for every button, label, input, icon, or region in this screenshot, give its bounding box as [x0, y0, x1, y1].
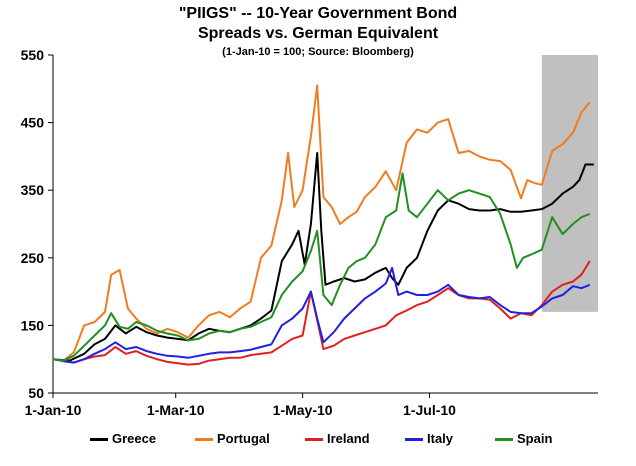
x-tick-label: 1-Jan-10 [25, 402, 82, 418]
legend-label: Ireland [327, 431, 370, 446]
legend-swatch [305, 438, 323, 442]
legend-label: Greece [112, 431, 157, 446]
x-tick-label: 1-Mar-10 [147, 402, 205, 418]
y-tick-label: 50 [28, 385, 44, 401]
legend-swatch [495, 438, 513, 442]
chart-legend: Greece Portugal Ireland Italy Spain [90, 431, 610, 449]
legend-swatch [90, 438, 108, 442]
chart-note: (1-Jan-10 = 100; Source: Bloomberg) [222, 46, 414, 58]
y-tick-label: 550 [21, 47, 45, 63]
chart-title: "PIIGS" -- 10-Year Government Bond [178, 5, 458, 22]
legend-label: Italy [427, 431, 454, 446]
legend-item-ireland: Ireland [305, 431, 370, 449]
y-tick-label: 350 [21, 182, 45, 198]
legend-item-portugal: Portugal [195, 431, 270, 449]
x-tick-label: 1-Jul-10 [403, 402, 456, 418]
y-tick-label: 450 [21, 115, 45, 131]
legend-label: Portugal [217, 431, 270, 446]
legend-item-greece: Greece [90, 431, 156, 449]
series-line-italy [52, 266, 591, 364]
series-line-ireland [52, 260, 591, 366]
legend-label: Spain [517, 431, 553, 446]
series-line-spain [52, 172, 591, 362]
line-chart: 50 150 250 350 450 550 1-Jan-10 1-Mar-10 1-May-1… [21, 47, 598, 418]
y-tick-label: 150 [21, 317, 45, 333]
highlight-region [541, 55, 598, 312]
chart-subtitle: Spreads vs. German Equivalent [197, 25, 439, 42]
x-tick-label: 1-May-10 [273, 402, 333, 418]
series-line-greece [52, 152, 594, 362]
legend-item-spain: Spain [495, 431, 552, 449]
legend-swatch [405, 438, 423, 442]
y-tick-label: 250 [21, 250, 45, 266]
legend-item-italy: Italy [405, 431, 453, 449]
legend-swatch [195, 438, 213, 442]
